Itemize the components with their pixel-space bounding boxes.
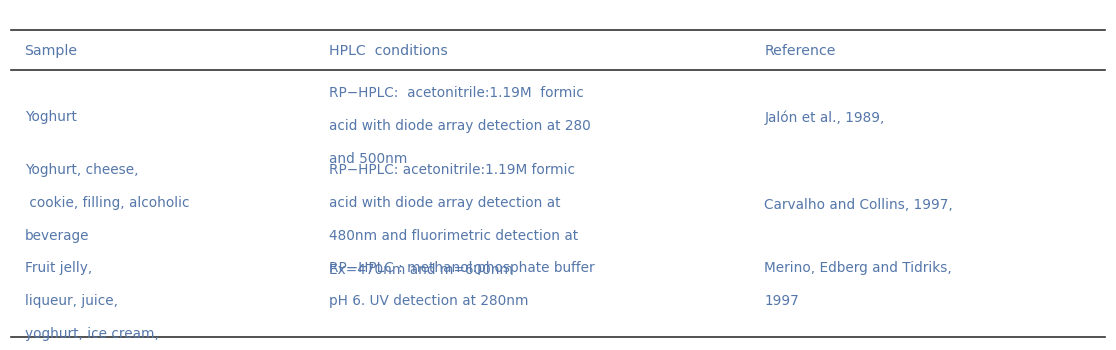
Text: pH 6. UV detection at 280nm: pH 6. UV detection at 280nm: [329, 294, 529, 308]
Text: and 500nm: and 500nm: [329, 152, 407, 166]
Text: acid with diode array detection at 280: acid with diode array detection at 280: [329, 119, 591, 133]
Text: Fruit jelly,: Fruit jelly,: [25, 261, 92, 275]
Text: RP−HPLC : methanol:phosphate buffer: RP−HPLC : methanol:phosphate buffer: [329, 261, 595, 275]
Text: Reference: Reference: [764, 44, 836, 58]
Text: Yoghurt: Yoghurt: [25, 110, 76, 124]
Text: RP−HPLC:  acetonitrile:1.19M  formic: RP−HPLC: acetonitrile:1.19M formic: [329, 86, 584, 100]
Text: cookie, filling, alcoholic: cookie, filling, alcoholic: [25, 196, 189, 210]
Text: Yoghurt, cheese,: Yoghurt, cheese,: [25, 163, 138, 177]
Text: 1997: 1997: [764, 294, 799, 308]
Text: Ex=470nm and m=600nm: Ex=470nm and m=600nm: [329, 262, 513, 276]
Text: yoghurt, ice cream,: yoghurt, ice cream,: [25, 327, 158, 341]
Text: Merino, Edberg and Tidriks,: Merino, Edberg and Tidriks,: [764, 261, 952, 275]
Text: 480nm and fluorimetric detection at: 480nm and fluorimetric detection at: [329, 229, 578, 243]
Text: RP−HPLC: acetonitrile:1.19M formic: RP−HPLC: acetonitrile:1.19M formic: [329, 163, 575, 177]
Text: Carvalho and Collins, 1997,: Carvalho and Collins, 1997,: [764, 198, 953, 212]
Text: HPLC  conditions: HPLC conditions: [329, 44, 449, 58]
Text: acid with diode array detection at: acid with diode array detection at: [329, 196, 560, 210]
Text: Sample: Sample: [25, 44, 78, 58]
Text: liqueur, juice,: liqueur, juice,: [25, 294, 117, 308]
Text: Jalón et al., 1989,: Jalón et al., 1989,: [764, 110, 885, 125]
Text: beverage: beverage: [25, 229, 89, 243]
